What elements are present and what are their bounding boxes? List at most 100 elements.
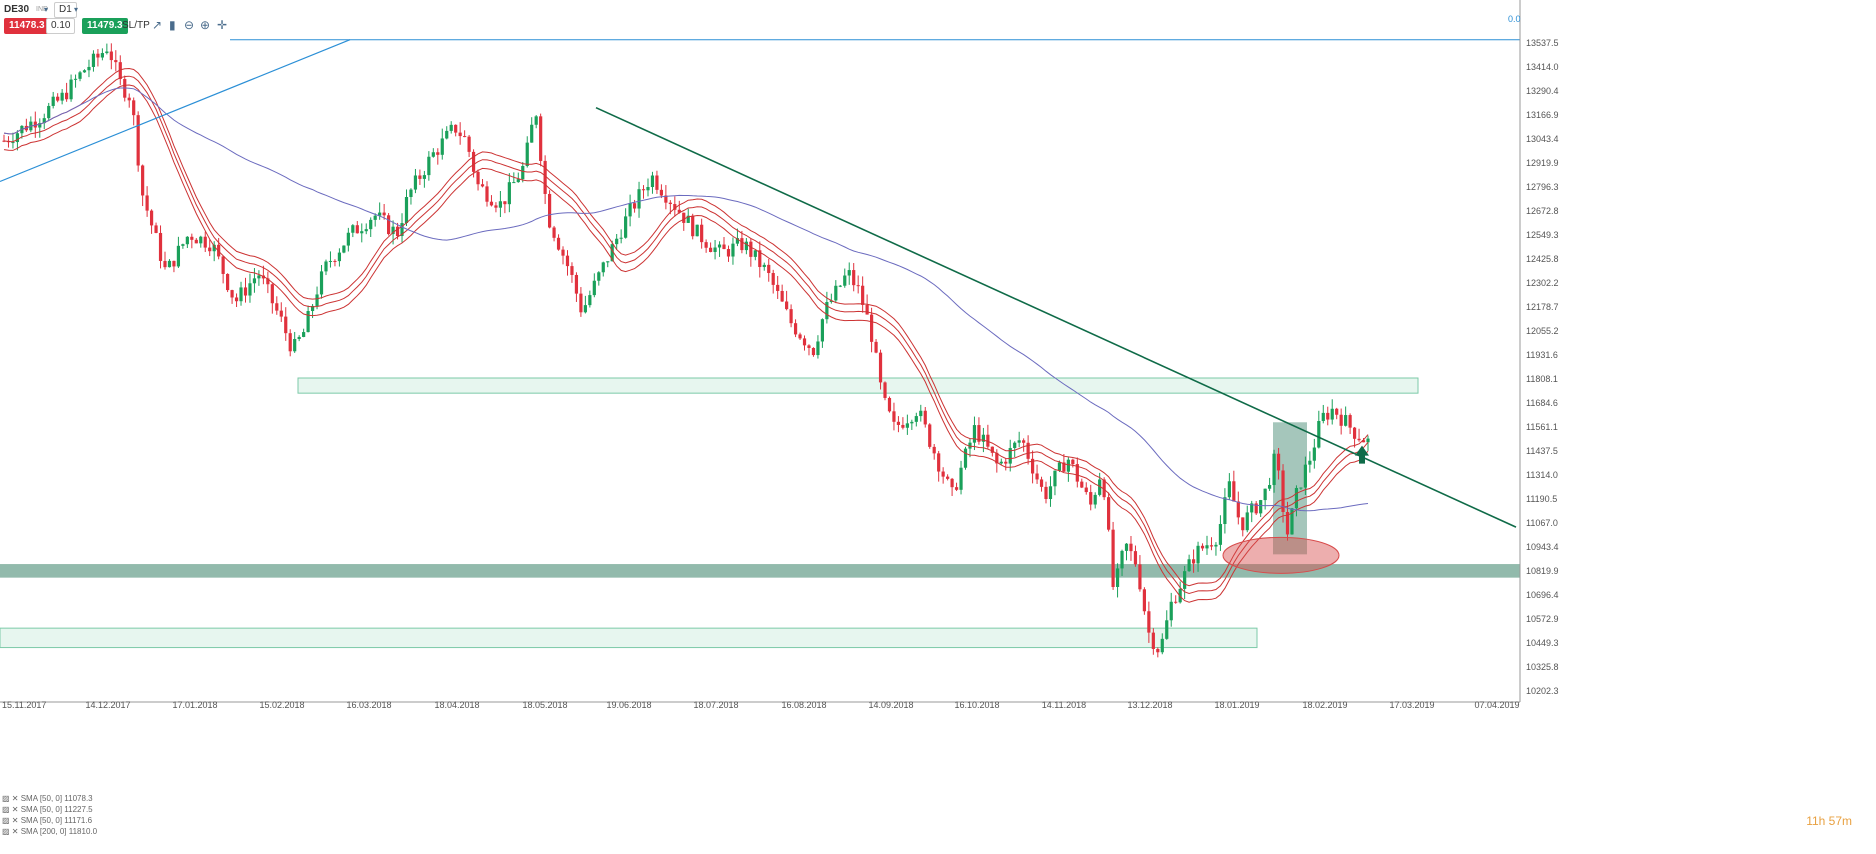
legend-sma-2[interactable]: ▨ ✕ SMA [50, 0] 11227.5 <box>2 805 93 814</box>
candle-body <box>1209 545 1214 547</box>
crosshair-icon[interactable]: ✛ <box>217 18 228 32</box>
candle-body <box>977 425 981 442</box>
price-tick-label: 11190.5 <box>1526 494 1557 504</box>
symbol-name[interactable]: DE30 <box>4 4 30 15</box>
candle-body <box>816 341 820 356</box>
candle-body <box>1187 559 1191 572</box>
candle-body <box>1250 503 1254 513</box>
candle-body <box>852 270 856 286</box>
candle-body <box>234 297 239 302</box>
candle-body <box>1223 497 1227 525</box>
candle-body <box>1236 501 1240 518</box>
candle-body <box>382 212 386 216</box>
price-tick-label: 11437.5 <box>1526 446 1558 456</box>
candle-body <box>762 264 766 268</box>
candle-body <box>176 245 181 267</box>
timeframe-dropdown-icon[interactable]: ▾ <box>74 5 79 14</box>
legend-sma-3[interactable]: ▨ ✕ SMA [50, 0] 11171.6 <box>2 816 93 825</box>
symbol-dropdown-icon[interactable]: ▾ <box>44 5 49 14</box>
candle-body <box>606 261 610 263</box>
candle-body <box>807 345 811 348</box>
candle-body <box>1151 632 1155 649</box>
candle-body <box>337 252 342 262</box>
candle-body <box>1160 638 1164 653</box>
candle-body <box>776 284 780 291</box>
candle-body <box>878 352 883 383</box>
candle-body <box>409 189 413 198</box>
candle-body <box>726 249 731 257</box>
legend-sma-4[interactable]: ▨ ✕ SMA [200, 0] 11810.0 <box>2 827 98 836</box>
zoom-out-icon[interactable]: ⊖ <box>184 18 195 32</box>
candle-body <box>118 62 122 80</box>
candle-body <box>315 294 319 306</box>
time-tick-label: 14.12.2017 <box>85 700 130 710</box>
candle-body <box>1080 481 1084 488</box>
candle-body <box>485 186 489 202</box>
candle-body <box>239 287 243 302</box>
candle-body <box>1102 479 1106 498</box>
candle-body <box>158 232 163 261</box>
candle-body <box>632 203 637 209</box>
candle-body <box>990 446 994 453</box>
time-tick-label: 17.03.2019 <box>1389 700 1434 710</box>
candle-body <box>735 238 740 244</box>
timeframe-select[interactable]: D1 <box>54 2 77 18</box>
sltp-button[interactable]: SL/TP <box>122 20 150 31</box>
candle-body <box>413 175 418 190</box>
legend-sma-1[interactable]: ▨ ✕ SMA [50, 0] 11078.3 <box>2 794 93 803</box>
candle-body <box>1115 568 1120 587</box>
candle-body <box>887 397 892 412</box>
candle-body <box>498 201 503 208</box>
candle-body <box>892 411 896 422</box>
price-tick-label: 10696.4 <box>1526 590 1559 600</box>
candle-body <box>476 171 480 185</box>
buy-button[interactable]: 11479.3 <box>82 18 128 34</box>
candle-body <box>919 410 923 417</box>
candles-icon[interactable]: ▮ <box>169 18 176 32</box>
candle-body <box>266 278 270 285</box>
candle-body <box>333 260 337 262</box>
candle-body <box>1071 459 1075 465</box>
candle-body <box>449 124 453 131</box>
line-chart-icon[interactable]: ↗ <box>152 18 163 32</box>
time-tick-label: 07.04.2019 <box>1474 700 1519 710</box>
candle-body <box>780 290 784 302</box>
time-tick-label: 16.08.2018 <box>781 700 826 710</box>
candle-body <box>686 215 690 223</box>
candle-body <box>310 305 315 312</box>
candle-body <box>521 166 525 180</box>
candle-body <box>132 100 136 116</box>
candle-body <box>1030 458 1035 474</box>
candle-body <box>843 275 847 286</box>
candle-body <box>789 309 793 324</box>
candle-body <box>1062 462 1066 472</box>
candle-body <box>1138 564 1142 590</box>
candle-body <box>181 244 185 246</box>
candle-body <box>1035 473 1039 480</box>
candle-body <box>440 138 444 155</box>
candle-body <box>422 175 426 179</box>
candle-body <box>275 303 279 311</box>
candle-body <box>230 290 234 298</box>
candle-body <box>1259 500 1263 514</box>
time-tick-label: 15.11.2017 <box>2 700 46 710</box>
candle-body <box>284 316 288 334</box>
candle-body <box>91 53 96 67</box>
downtrend-line <box>595 106 1517 528</box>
zoom-in-icon[interactable]: ⊕ <box>200 18 211 32</box>
lot-input[interactable]: 0.10 <box>46 18 76 34</box>
candle-body <box>395 226 400 237</box>
candle-body <box>1142 589 1146 612</box>
candle-body <box>221 256 225 274</box>
candle-body <box>114 60 118 63</box>
candle-body <box>369 219 373 230</box>
candle-body <box>713 247 717 252</box>
candle-body <box>928 424 932 447</box>
sell-button[interactable]: 11478.3 <box>4 18 50 34</box>
candle-body <box>829 300 833 303</box>
candle-body <box>565 255 570 267</box>
candle-body <box>387 215 391 235</box>
candle-body <box>601 262 605 273</box>
candle-body <box>248 283 252 296</box>
